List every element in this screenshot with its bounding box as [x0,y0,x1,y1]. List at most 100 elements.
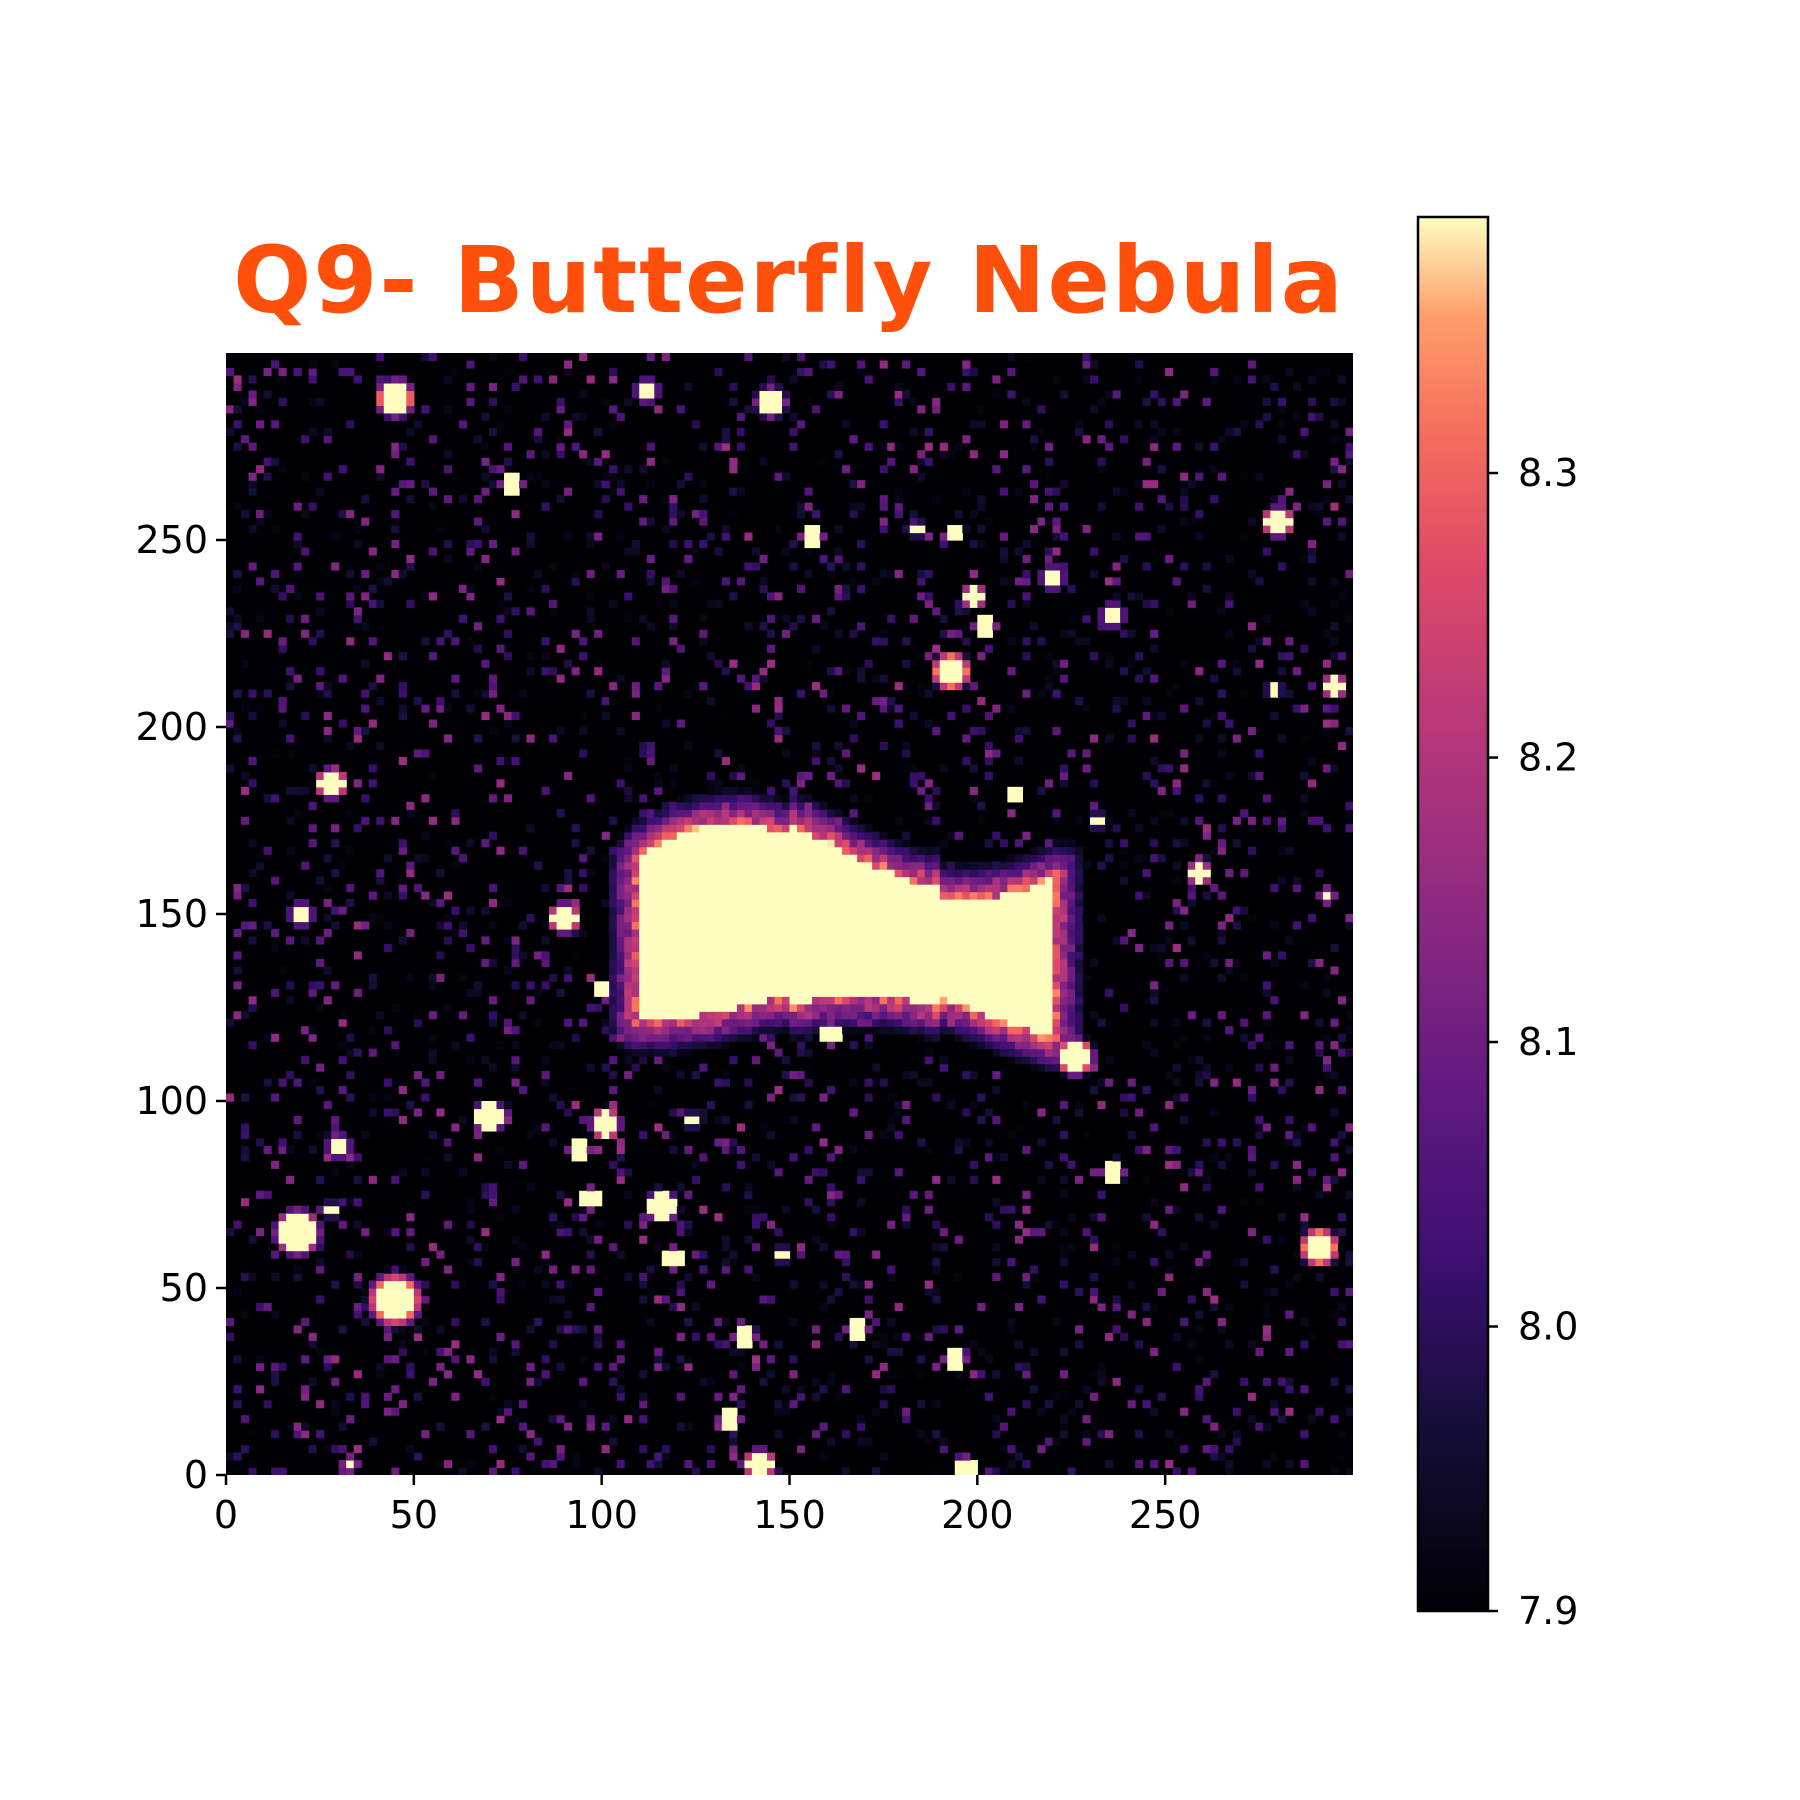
heatmap-cell [639,899,648,908]
heatmap-cell [864,1093,873,1102]
heatmap-cell [1067,921,1076,930]
heatmap-cell [511,1063,520,1072]
heatmap-cell [699,682,708,691]
heatmap-cell [721,712,730,721]
heatmap-cell [1300,1258,1309,1267]
heatmap-cell [361,921,370,930]
heatmap-cell [984,1011,993,1020]
heatmap-cell [511,487,520,496]
heatmap-cell [766,614,776,623]
heatmap-cell [751,1033,761,1042]
heatmap-cell [721,667,730,676]
heatmap-cell [1337,1130,1347,1139]
heatmap-cell [736,1033,746,1042]
heatmap-cell [781,1407,791,1416]
heatmap-cell [984,943,993,952]
heatmap-cell [248,869,257,878]
heatmap-cell [639,1415,648,1424]
heatmap-cell [1105,1332,1114,1341]
heatmap-cell [1135,652,1144,661]
heatmap-cell [1307,540,1317,549]
heatmap-cell [624,1033,633,1042]
heatmap-cell [954,936,963,945]
heatmap-cell [924,899,933,908]
heatmap-cell [706,786,715,795]
heatmap-cell [894,869,903,878]
heatmap-cell [924,861,933,870]
heatmap-cell [443,495,452,504]
heatmap-cell [594,1288,603,1297]
heatmap-cell [586,1205,595,1214]
heatmap-cell [729,854,738,863]
heatmap-cell [1105,607,1114,616]
heatmap-cell [759,958,768,967]
heatmap-cell [887,442,896,451]
heatmap-cell [819,457,828,466]
heatmap-cell [1037,914,1046,923]
heatmap-cell [564,771,573,780]
heatmap-cell [233,719,242,728]
heatmap-cell [947,1175,956,1184]
heatmap-cell [969,891,978,900]
heatmap-cell [631,1041,640,1050]
heatmap-cell [564,1198,573,1207]
heatmap-cell [391,1273,400,1282]
heatmap-cell [301,1422,310,1431]
heatmap-cell [1195,1392,1204,1401]
heatmap-cell [1059,876,1069,885]
heatmap-cell [804,861,813,870]
heatmap-cell [781,996,791,1005]
heatmap-cell [1090,1273,1099,1282]
heatmap-cell [759,1452,768,1461]
heatmap-cell [624,1026,633,1035]
heatmap-cell [398,480,407,489]
heatmap-cell [917,996,926,1005]
heatmap-cell [849,921,858,930]
heatmap-cell [691,1011,700,1020]
heatmap-cell [751,1332,761,1341]
heatmap-cell [421,1168,430,1177]
heatmap-cell [654,1041,663,1050]
heatmap-cell [661,816,670,825]
heatmap-cell [293,562,302,571]
heatmap-cell [1225,629,1234,638]
heatmap-cell [248,1235,257,1244]
heatmap-cell [1240,1198,1249,1207]
heatmap-cell [1202,951,1211,960]
heatmap-cell [316,592,325,601]
heatmap-cell [1315,1243,1324,1252]
heatmap-cell [286,1205,295,1214]
heatmap-cell [766,1018,776,1027]
heatmap-cell [661,1258,670,1267]
heatmap-cell [511,1265,520,1274]
heatmap-cell [1044,1220,1054,1229]
heatmap-image [226,353,1353,1475]
heatmap-cell [541,450,550,459]
heatmap-cell [766,809,776,818]
heatmap-cell [819,1003,828,1012]
heatmap-cell [729,906,738,915]
heatmap-cell [1255,1033,1264,1042]
heatmap-cell [789,861,798,870]
heatmap-cell [1037,1041,1046,1050]
heatmap-cell [729,1003,738,1012]
heatmap-cell [646,577,655,586]
heatmap-cell [241,884,250,893]
heatmap-cell [406,1445,415,1454]
heatmap-cell [721,1011,730,1020]
heatmap-cell [391,1228,400,1237]
heatmap-cell [661,869,670,878]
heatmap-cell [954,914,963,923]
heatmap-cell [969,1460,978,1469]
heatmap-cell [361,622,370,631]
heatmap-cell [278,1228,287,1237]
heatmap-cell [301,861,310,870]
heatmap-cell [909,1056,918,1065]
heatmap-cell [684,846,693,855]
heatmap-cell [331,1115,340,1125]
heatmap-cell [1052,943,1061,952]
heatmap-cell [924,906,933,915]
heatmap-cell [1330,943,1339,952]
heatmap-cell [969,906,978,915]
heatmap-cell [1112,1302,1121,1312]
